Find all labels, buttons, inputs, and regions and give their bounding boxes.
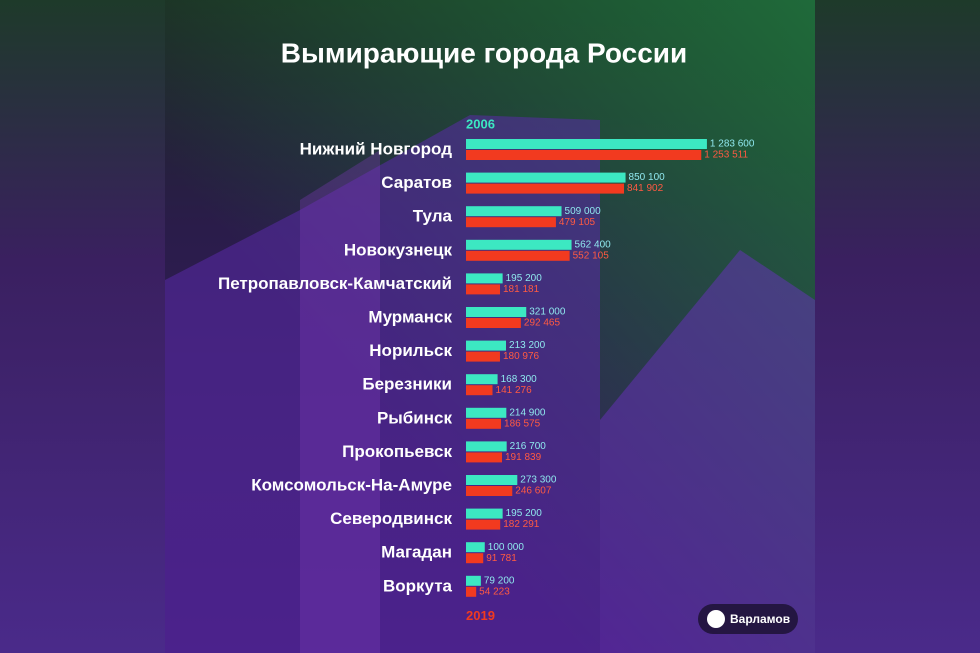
bar	[466, 385, 493, 396]
bar	[466, 139, 707, 149]
value-label: 321 000	[529, 307, 566, 318]
bar	[466, 217, 556, 228]
category-label: Тула	[413, 207, 453, 226]
bar	[466, 284, 501, 295]
value-label: 180 976	[503, 351, 540, 362]
category-label: Магадан	[381, 543, 452, 562]
category-label: Северодвинск	[330, 509, 452, 528]
logo-badge	[698, 604, 798, 634]
bar	[466, 307, 527, 317]
value-label: 186 575	[504, 418, 541, 429]
bar	[466, 374, 498, 385]
category-label: Мурманск	[368, 307, 452, 326]
category-label: Нижний Новгород	[300, 139, 453, 158]
category-label: Петропавловск-Камчатский	[218, 274, 452, 293]
category-label: Норильск	[369, 341, 452, 360]
category-label: Воркута	[383, 576, 453, 595]
bar	[466, 351, 500, 362]
building	[600, 250, 815, 653]
bar	[466, 206, 562, 217]
bar	[466, 575, 481, 586]
category-label: Рыбинск	[377, 408, 453, 427]
bar	[466, 250, 570, 261]
bar	[466, 239, 572, 250]
value-label: 181 181	[503, 284, 540, 295]
category-label: Березники	[362, 375, 452, 394]
value-label: 216 700	[510, 441, 547, 452]
bar	[466, 441, 507, 452]
bar	[466, 475, 518, 485]
bar	[466, 508, 503, 519]
bar	[466, 172, 626, 183]
value-label: 1 283 600	[710, 139, 755, 150]
value-label: 100 000	[488, 542, 525, 553]
value-label: 191 839	[505, 452, 542, 463]
value-label: 195 200	[506, 508, 543, 519]
value-label: 552 105	[573, 250, 610, 261]
value-label: 509 000	[565, 206, 602, 217]
bar	[466, 318, 521, 328]
bar	[466, 542, 485, 553]
category-label: Саратов	[381, 173, 452, 192]
bar	[466, 150, 702, 160]
value-label: 479 105	[559, 217, 596, 228]
value-label: 213 200	[509, 340, 546, 351]
value-label: 182 291	[503, 519, 540, 530]
bar	[466, 519, 501, 530]
value-label: 273 300	[520, 475, 557, 486]
chart-title: Вымирающие города России	[281, 37, 687, 68]
bar	[466, 418, 502, 429]
bar	[466, 486, 513, 496]
value-label: 246 607	[515, 486, 552, 497]
series-label: 2006	[466, 116, 495, 131]
value-label: 562 400	[575, 239, 612, 250]
value-label: 141 276	[496, 385, 533, 396]
bar	[466, 273, 503, 284]
value-label: 195 200	[506, 273, 543, 284]
category-label: Комсомольск-На-Амуре	[251, 475, 452, 494]
value-label: 79 200	[484, 575, 515, 586]
bar	[466, 407, 507, 418]
bar	[466, 452, 503, 463]
value-label: 850 100	[629, 172, 666, 183]
category-label: Прокопьевск	[342, 442, 452, 461]
logo-text: Варламов	[730, 612, 790, 626]
value-label: 54 223	[479, 586, 510, 597]
building	[300, 150, 380, 653]
value-label: 841 902	[627, 183, 664, 194]
bar	[466, 183, 625, 194]
value-label: 168 300	[501, 374, 538, 385]
value-label: 91 781	[486, 553, 517, 564]
logo-icon	[707, 610, 725, 628]
series-label: 2019	[466, 608, 495, 623]
value-label: 214 900	[509, 407, 546, 418]
bar	[466, 553, 484, 564]
bar	[466, 340, 507, 351]
category-label: Новокузнецк	[344, 240, 453, 259]
value-label: 292 465	[524, 318, 561, 329]
bar	[466, 586, 477, 597]
value-label: 1 253 511	[704, 150, 748, 161]
